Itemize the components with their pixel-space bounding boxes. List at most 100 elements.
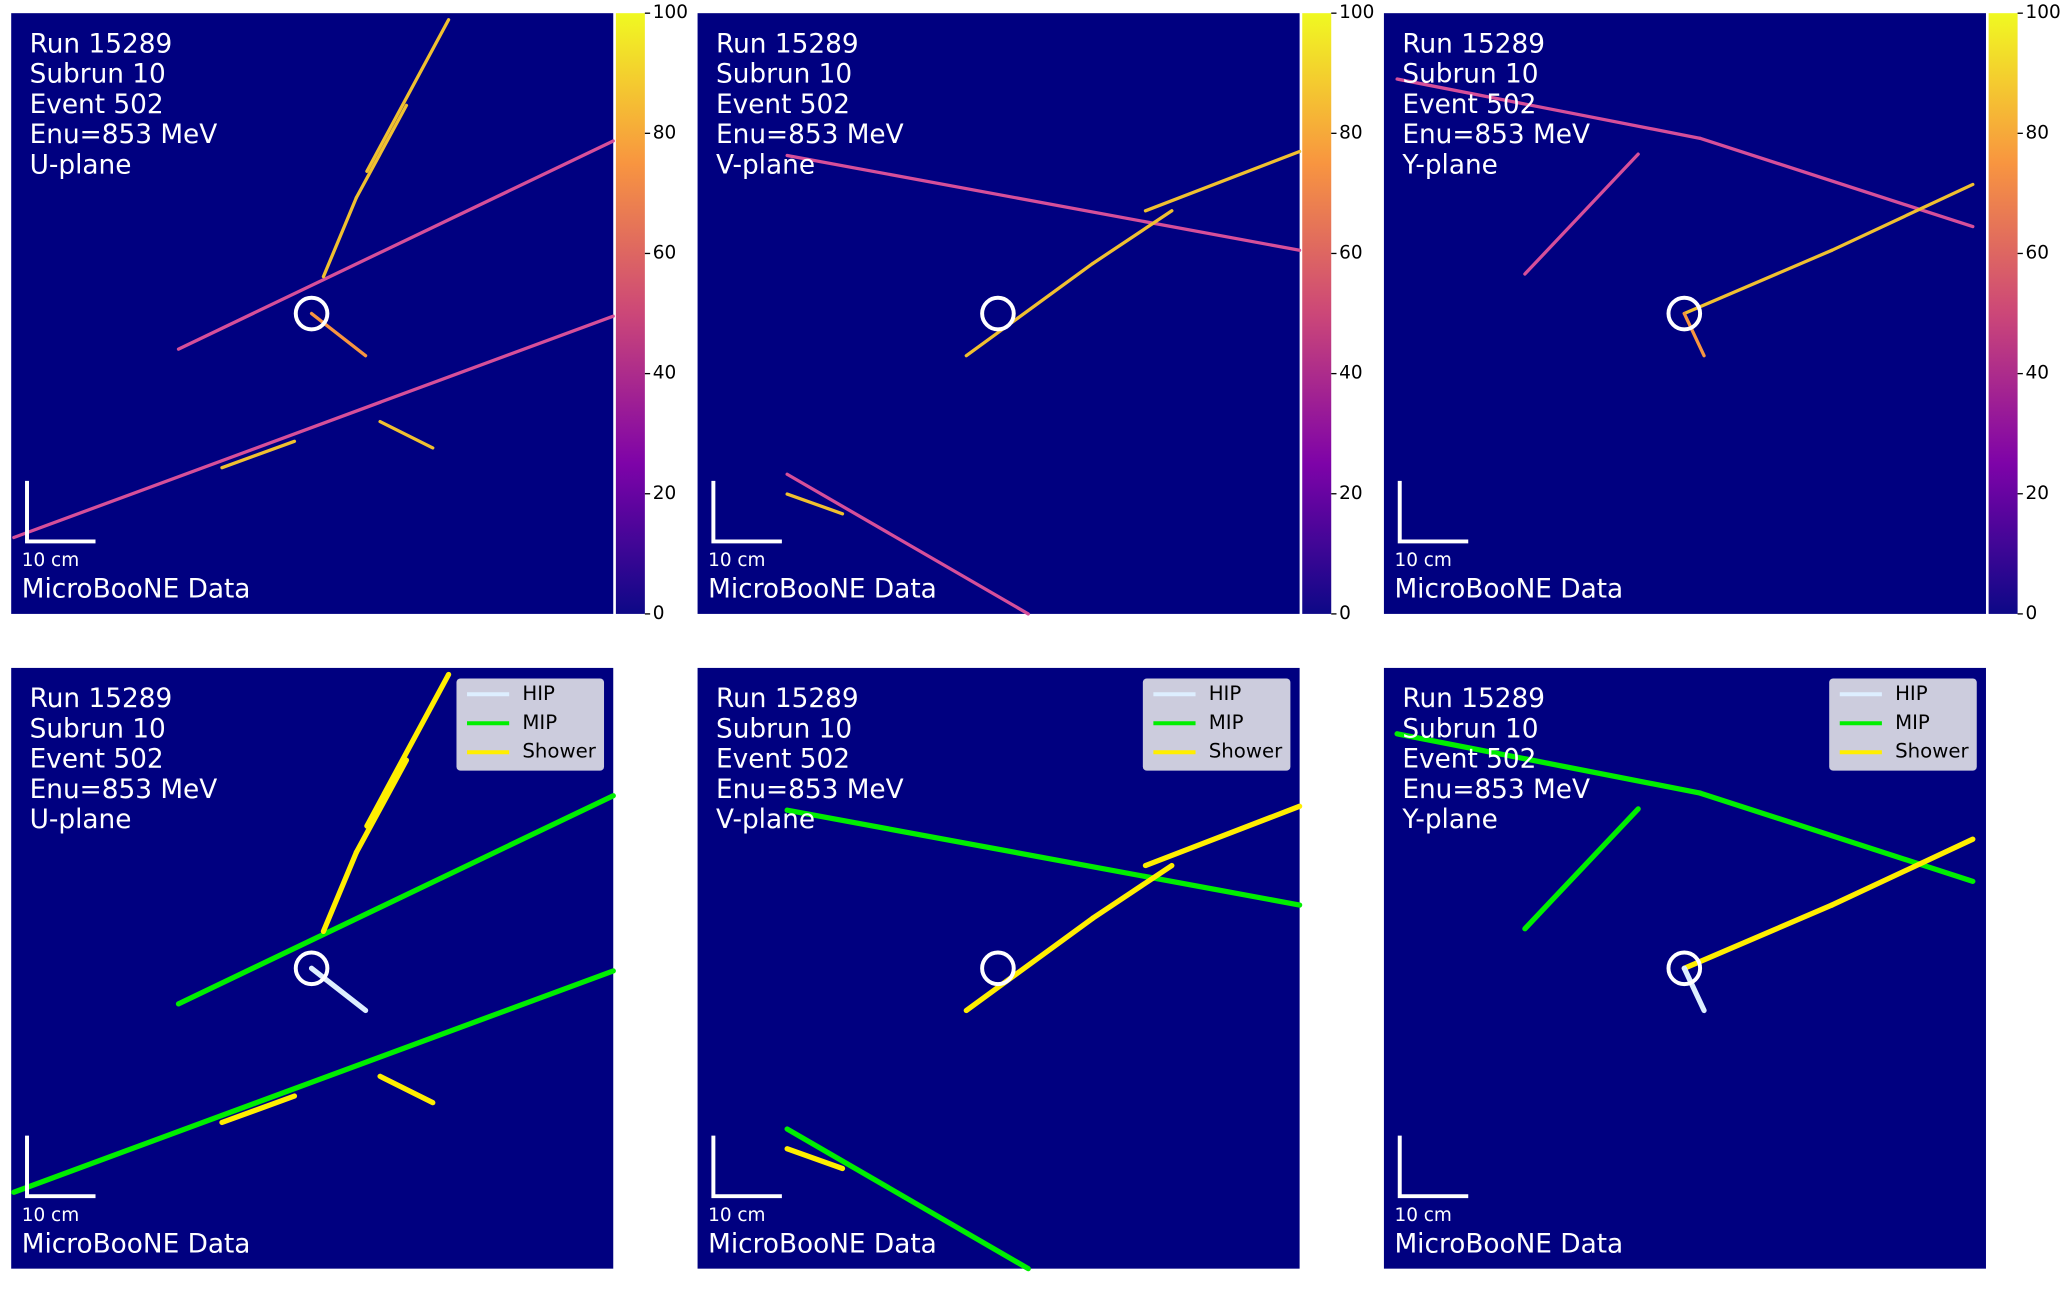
panel-background xyxy=(697,13,1300,614)
event-info: Subrun 10 xyxy=(1402,60,1538,90)
track xyxy=(785,492,845,516)
legend-label: HIP xyxy=(1209,682,1242,705)
track xyxy=(320,849,359,935)
event-info: Event 502 xyxy=(716,90,850,120)
scale-label: 10 cm xyxy=(1394,550,1451,571)
event-info: Enu=853 MeV xyxy=(716,775,904,805)
scale-bar xyxy=(25,1135,96,1199)
event-info: Event 502 xyxy=(716,745,850,775)
vertex-marker xyxy=(293,295,330,332)
track xyxy=(1091,209,1174,266)
event-info: Run 15289 xyxy=(1402,684,1545,714)
track xyxy=(963,915,1096,1014)
scale-bar xyxy=(25,480,96,544)
track xyxy=(219,1093,298,1126)
legend-label: Shower xyxy=(1895,740,1969,763)
event-info: V-plane xyxy=(716,805,815,835)
track xyxy=(784,1146,846,1172)
colorbar-tick-label: 80 xyxy=(653,122,676,143)
event-info: Y-plane xyxy=(1401,150,1498,180)
track xyxy=(1143,149,1302,213)
legend-label: Shower xyxy=(1209,740,1283,763)
legend-label: MIP xyxy=(522,711,557,734)
colorbar-tick-label: 20 xyxy=(653,483,676,504)
colorbar-tick-label: 20 xyxy=(2025,483,2048,504)
track xyxy=(1142,803,1303,869)
event-info: Enu=853 MeV xyxy=(30,775,218,805)
colorbar-tick-label: 0 xyxy=(2025,603,2037,624)
event-info: V-plane xyxy=(716,150,815,180)
colorbar-tick-label: 0 xyxy=(1339,603,1351,624)
event-info: Subrun 10 xyxy=(716,714,852,744)
track xyxy=(1697,790,1976,884)
track xyxy=(12,314,615,540)
data-label: MicroBooNE Data xyxy=(22,1229,251,1259)
colorbar-tick-label: 100 xyxy=(2025,2,2060,23)
colorbar xyxy=(1988,13,2018,614)
colorbar-tick-label: 80 xyxy=(1339,122,1362,143)
event-info: U-plane xyxy=(30,805,132,835)
track xyxy=(784,807,1303,908)
colorbar-tick-label: 40 xyxy=(653,363,676,384)
track xyxy=(1395,77,1702,140)
colorbar-tick-label: 100 xyxy=(653,2,688,23)
track xyxy=(1090,862,1175,921)
event-info: Run 15289 xyxy=(1402,29,1545,59)
track xyxy=(377,1073,436,1106)
legend-box xyxy=(456,678,605,771)
track xyxy=(784,1126,1031,1272)
track xyxy=(1681,965,1707,1014)
legend-label: HIP xyxy=(522,682,555,705)
event-info: Event 502 xyxy=(1402,90,1536,120)
vertex-marker xyxy=(1666,950,1703,987)
track xyxy=(378,419,435,450)
legend-box xyxy=(1829,678,1977,771)
event-info: Subrun 10 xyxy=(30,714,166,744)
track xyxy=(1830,182,1975,252)
scale-bar xyxy=(711,1135,782,1199)
track xyxy=(353,757,410,855)
colorbar-tick-label: 20 xyxy=(1339,483,1362,504)
vertex-marker xyxy=(1666,295,1703,332)
event-info: Subrun 10 xyxy=(30,60,166,90)
scale-bar xyxy=(711,480,782,544)
event-info: Enu=853 MeV xyxy=(1402,775,1590,805)
track xyxy=(11,968,616,1195)
colorbar-tick-label: 40 xyxy=(2025,363,2048,384)
track xyxy=(1698,136,1975,229)
event-info: Subrun 10 xyxy=(716,60,852,90)
vertex-marker xyxy=(980,295,1016,332)
event-info: Y-plane xyxy=(1401,805,1498,835)
legend-label: Shower xyxy=(522,740,596,763)
event-info: Enu=853 MeV xyxy=(1402,120,1590,150)
data-label: MicroBooNE Data xyxy=(22,575,251,605)
event-info: Run 15289 xyxy=(30,684,173,714)
data-label: MicroBooNE Data xyxy=(708,1229,937,1259)
colorbar xyxy=(615,13,645,614)
track xyxy=(1522,806,1641,932)
colorbar-tick-label: 0 xyxy=(653,603,665,624)
legend-box xyxy=(1142,678,1291,771)
event-info: Subrun 10 xyxy=(1402,714,1538,744)
colorbar-tick-label: 60 xyxy=(1339,242,1362,263)
data-label: MicroBooNE Data xyxy=(1394,575,1623,605)
event-info: Run 15289 xyxy=(716,684,859,714)
event-info: Event 502 xyxy=(1402,745,1536,775)
event-info: Event 502 xyxy=(30,745,164,775)
colorbar-tick-label: 60 xyxy=(653,242,676,263)
track xyxy=(1682,248,1834,316)
event-info: U-plane xyxy=(30,150,132,180)
legend-label: MIP xyxy=(1209,711,1244,734)
colorbar-tick-label: 60 xyxy=(2025,242,2048,263)
scale-bar xyxy=(1397,480,1469,544)
event-info: Run 15289 xyxy=(30,29,173,59)
scale-label: 10 cm xyxy=(22,550,79,571)
track xyxy=(176,139,615,351)
